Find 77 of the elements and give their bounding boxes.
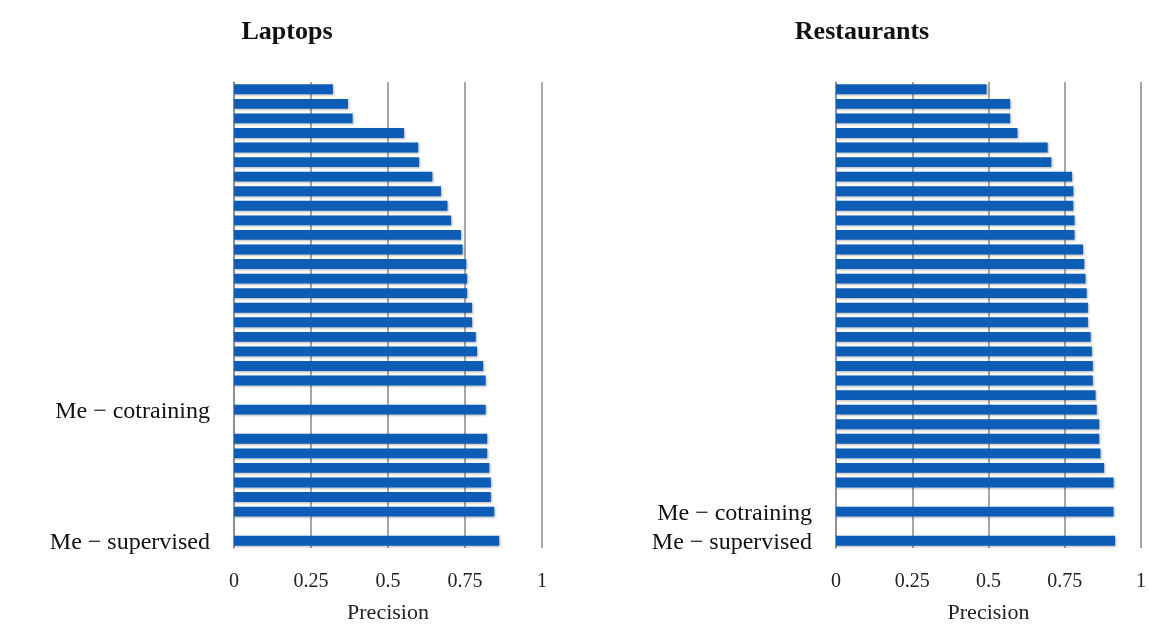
bar xyxy=(836,186,1074,197)
x-tick-label: 0.5 xyxy=(976,569,1001,591)
bar xyxy=(836,98,1011,109)
bar xyxy=(836,200,1074,211)
bar xyxy=(836,477,1114,488)
x-tick-label: 0.25 xyxy=(293,569,329,591)
y-tick-label: Me − supervised xyxy=(49,527,210,554)
bar xyxy=(836,506,1114,517)
bar xyxy=(234,215,452,226)
x-tick-label: 0.75 xyxy=(1047,569,1083,591)
bar xyxy=(234,113,353,124)
bar xyxy=(234,288,468,299)
bar xyxy=(836,361,1093,371)
bar xyxy=(836,448,1101,459)
bar xyxy=(836,317,1088,328)
bar xyxy=(234,477,491,488)
bar xyxy=(234,259,467,269)
bar xyxy=(836,375,1093,386)
bar xyxy=(836,433,1100,444)
bar xyxy=(234,404,486,415)
x-axis-title: Precision xyxy=(347,598,429,624)
bar xyxy=(836,302,1088,313)
bar xyxy=(234,200,448,211)
bar xyxy=(234,273,468,284)
bar xyxy=(234,375,486,386)
bar xyxy=(234,142,419,153)
bar xyxy=(234,157,420,168)
bar xyxy=(234,317,473,328)
bar xyxy=(234,492,491,502)
x-tick-label: 1 xyxy=(537,569,547,591)
bar xyxy=(836,273,1086,284)
x-tick-label: 0.75 xyxy=(447,569,483,591)
bar xyxy=(234,302,473,313)
y-tick-label: Me − supervised xyxy=(651,527,812,554)
bar xyxy=(234,361,484,371)
bar xyxy=(836,390,1096,401)
bar xyxy=(234,128,405,138)
bar xyxy=(836,535,1116,546)
bar xyxy=(234,171,433,182)
x-tick-label: 0 xyxy=(831,569,841,591)
x-tick-label: 0.5 xyxy=(375,569,401,591)
bar xyxy=(234,346,478,357)
bar xyxy=(836,113,1011,124)
bar xyxy=(836,157,1052,168)
bar xyxy=(836,331,1091,342)
bar xyxy=(836,404,1097,415)
bar xyxy=(234,98,348,109)
y-tick-label: Me − cotraining xyxy=(657,498,812,525)
bar xyxy=(234,244,463,255)
bar xyxy=(234,229,461,240)
bar xyxy=(234,433,488,444)
bar xyxy=(836,288,1087,299)
bar xyxy=(836,171,1073,182)
bar xyxy=(234,535,500,546)
bar xyxy=(234,331,476,342)
bar xyxy=(836,346,1092,357)
bar xyxy=(836,462,1105,473)
bar xyxy=(836,142,1048,153)
bar xyxy=(836,419,1100,430)
bar xyxy=(836,244,1084,255)
x-tick-label: 0.25 xyxy=(894,569,930,591)
bar xyxy=(234,448,488,459)
bar xyxy=(836,84,987,95)
bar xyxy=(836,229,1075,240)
bar xyxy=(836,215,1075,226)
x-axis-title: Precision xyxy=(947,598,1030,624)
x-tick-label: 0 xyxy=(229,569,239,591)
bar xyxy=(234,506,495,517)
y-tick-label: Me − cotraining xyxy=(55,396,210,423)
bar xyxy=(836,128,1018,138)
chart-title: Restaurants xyxy=(794,15,930,45)
bar xyxy=(234,84,333,95)
bar xyxy=(234,186,441,197)
bar xyxy=(234,462,490,473)
bar xyxy=(836,259,1085,269)
chart-title: Laptops xyxy=(241,15,333,45)
x-tick-label: 1 xyxy=(1136,569,1146,591)
